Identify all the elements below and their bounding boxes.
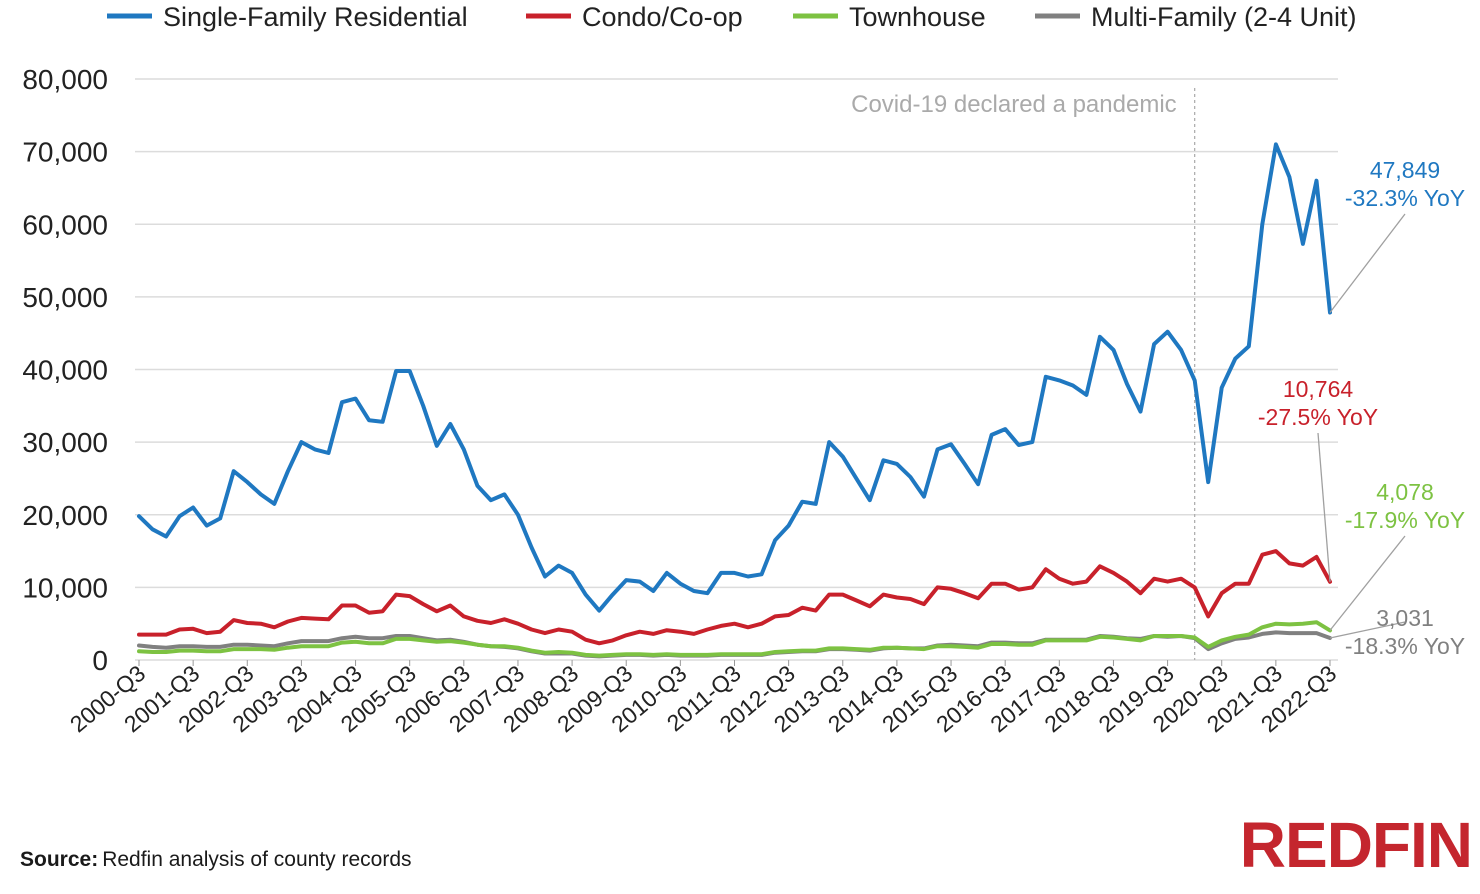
source-note: Source: Redfin analysis of county records: [20, 848, 412, 872]
legend-label: Condo/Co-op: [582, 2, 743, 32]
end-value-label: 4,078: [1376, 479, 1434, 505]
leader-line: [1329, 213, 1406, 313]
series-line-single-family-residential: [137, 142, 1332, 613]
series-line-townhouse: [137, 620, 1332, 658]
source-label: Source:: [20, 848, 99, 871]
y-tick-label: 40,000: [22, 355, 108, 386]
line-chart: 0 10,000 20,000 30,000 40,000 50,000 60,000 70,…: [22, 2, 1465, 737]
legend-label: Multi-Family (2-4 Unit): [1091, 2, 1357, 32]
y-tick-label: 60,000: [22, 209, 108, 240]
y-tick-label: 0: [92, 645, 108, 676]
end-change-label: -32.3% YoY: [1345, 185, 1465, 211]
end-value-label: 47,849: [1370, 157, 1440, 183]
series-lines: [137, 142, 1332, 659]
series-line-condo-co-op: [137, 549, 1332, 646]
legend-label: Townhouse: [849, 2, 986, 32]
pandemic-marker: Covid-19 declared a pandemic: [851, 88, 1196, 660]
y-tick-label: 30,000: [22, 427, 108, 458]
legend-label: Single-Family Residential: [163, 2, 468, 32]
gridlines: [135, 78, 1338, 661]
end-value-label: 10,764: [1283, 376, 1354, 402]
redfin-logo: REDFIN: [1239, 809, 1473, 881]
y-tick-label: 10,000: [22, 572, 108, 603]
end-change-label: -18.3% YoY: [1345, 633, 1465, 659]
end-value-label: 3,031: [1376, 605, 1434, 631]
y-axis: 0 10,000 20,000 30,000 40,000 50,000 60,000 70,…: [22, 64, 108, 676]
leader-line: [1329, 535, 1406, 631]
y-tick-label: 50,000: [22, 282, 108, 313]
end-annotations: 47,849-32.3% YoY 10,764-27.5% YoY 4,078-17…: [1258, 157, 1465, 659]
leader-line: [1317, 432, 1331, 582]
source-text: Redfin analysis of county records: [102, 848, 412, 871]
event-label: Covid-19 declared a pandemic: [851, 91, 1177, 118]
end-change-label: -27.5% YoY: [1258, 404, 1378, 430]
legend: Single-Family Residential Condo/Co-op Town…: [107, 2, 1357, 32]
y-tick-label: 70,000: [22, 137, 108, 168]
x-axis: 2000-Q32001-Q32002-Q32003-Q32004-Q32005-…: [65, 660, 1341, 737]
y-tick-label: 20,000: [22, 500, 108, 531]
y-tick-label: 80,000: [22, 64, 108, 95]
leader-line: [1329, 621, 1406, 639]
end-change-label: -17.9% YoY: [1345, 507, 1465, 533]
